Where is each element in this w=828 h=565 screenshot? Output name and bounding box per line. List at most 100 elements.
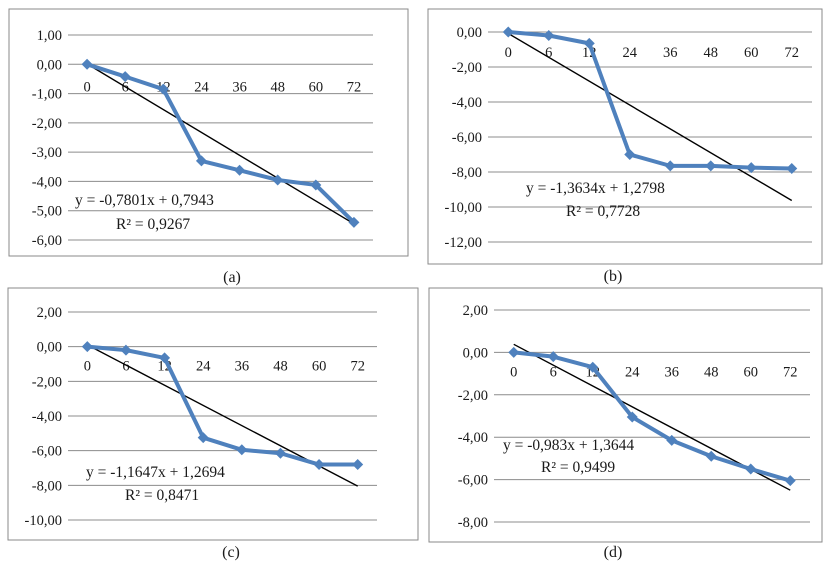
chart-c-y-tick-label: -2,00: [32, 374, 62, 390]
chart-d-x-tick-label: 36: [665, 364, 680, 380]
chart-d-trend-equation: y = -0,983x + 1,3644: [503, 437, 634, 454]
chart-d-series-line: [513, 350, 791, 483]
chart-c-x-tick-label: 36: [235, 359, 250, 375]
chart-d-y-tick-label: 2,00: [463, 303, 488, 319]
chart-a-y-tick-label: -3,00: [32, 145, 62, 161]
chart-b-data-point: [745, 162, 757, 174]
chart-c-data-point: [159, 352, 171, 364]
chart-b-data-point: [664, 160, 676, 172]
chart-b-trendline: [507, 32, 793, 202]
chart-c-data-point: [197, 432, 209, 444]
chart-a-series-line: [86, 62, 356, 224]
chart-a-data-point: [348, 216, 360, 228]
chart-d-x-tick-label: 24: [625, 364, 640, 380]
chart-a-x-tick-label: 60: [309, 79, 324, 95]
chart-c-x-tick-label: 48: [273, 359, 288, 375]
chart-c-y-tick-label: -4,00: [32, 409, 62, 425]
chart-b-x-tick-label: 6: [545, 45, 552, 61]
chart-panel-b: 0,00-2,00-4,00-6,00-8,00-10,00-12,000 6 12…: [427, 8, 823, 285]
chart-d-y-tick-label: -4,00: [458, 430, 488, 446]
chart-d-y-tick-label: -8,00: [458, 515, 488, 531]
chart-c-y-tick-label: -6,00: [32, 444, 62, 460]
chart-d-data-point: [626, 411, 638, 423]
chart-b-x-tick-label: 72: [785, 45, 800, 61]
chart-b-y-tick-label: -6,00: [452, 130, 482, 146]
chart-d-caption: (d): [604, 544, 623, 561]
chart-a-data-point: [310, 179, 322, 191]
chart-c-data-point: [274, 447, 286, 459]
chart-c-r-squared: R² = 0,8471: [125, 487, 199, 504]
chart-d-y-tick-label: 0,00: [463, 345, 488, 361]
chart-c-caption: (c): [222, 544, 240, 561]
chart-b-data-point: [502, 26, 514, 38]
chart-b-trend-equation: y = -1,3634x + 1,2798: [526, 180, 665, 197]
chart-b-data-point: [543, 30, 555, 41]
chart-a-data-point: [119, 71, 131, 83]
chart-a-caption: (a): [223, 269, 241, 286]
chart-a-x-tick-label: 72: [347, 79, 362, 95]
chart-a-data-point: [81, 58, 93, 70]
chart-a-frame: [8, 8, 409, 257]
chart-panel-c: 2,000,00-2,00-4,00-6,00-8,00-10,000 6 12 24…: [7, 287, 419, 561]
chart-b-y-tick-label: -8,00: [452, 165, 482, 181]
chart-panel-a: 1,00 0,00 -1,00 -2,00 -3,00 -4,00 -5,00 -6,00 0 6…: [8, 8, 409, 286]
chart-d-data-point: [666, 434, 678, 446]
chart-b-x-tick-label: 0: [505, 45, 512, 61]
chart-a-trend-equation: y = -0,7801x + 0,7943: [75, 192, 214, 209]
chart-b-y-tick-label: -4,00: [452, 95, 482, 111]
chart-b-x-tick-label: 60: [744, 45, 759, 61]
chart-c-data-point: [236, 444, 248, 456]
chart-c-x-tick-label: 0: [84, 359, 91, 375]
chart-d-x-tick-label: 72: [783, 364, 798, 380]
chart-panel-d: 2,000,00-2,00-4,00-6,00-8,00061224364860…: [428, 287, 823, 561]
chart-d-x-tick-label: 60: [744, 364, 759, 380]
chart-b-y-tick-label: 0,00: [457, 25, 482, 41]
chart-a-data-point: [272, 174, 284, 186]
chart-d-data-point: [508, 346, 520, 358]
chart-a-y-tick-label: -1,00: [32, 87, 62, 103]
chart-a-y-tick-label: 0,00: [37, 57, 62, 73]
chart-a-data-point: [234, 164, 246, 176]
chart-d-y-tick-label: -6,00: [458, 473, 488, 489]
chart-d-data-point: [705, 450, 717, 462]
chart-b-data-point: [786, 163, 798, 174]
chart-a-x-tick-label: 0: [83, 79, 90, 95]
chart-b-x-tick-label: 24: [623, 45, 638, 61]
chart-c-y-tick-label: 0,00: [37, 340, 62, 356]
chart-d-y-tick-label: -2,00: [458, 388, 488, 404]
chart-b-series-line: [508, 30, 792, 171]
chart-a-trendline: [86, 63, 355, 225]
chart-d-data-point: [547, 351, 559, 363]
chart-b-data-point: [583, 37, 595, 49]
chart-b-data-point: [705, 160, 717, 172]
chart-a-x-tick-label: 24: [194, 79, 209, 95]
chart-b-y-tick-label: -12,00: [445, 235, 482, 251]
chart-c-y-tick-label: -8,00: [32, 478, 62, 494]
chart-b-y-tick-label: -10,00: [445, 200, 482, 216]
chart-c-trend-equation: y = -1,1647x + 1,2694: [86, 464, 225, 481]
chart-c-y-tick-label: -10,00: [25, 513, 62, 529]
chart-c-data-point: [81, 341, 93, 353]
chart-a-y-tick-label: 1,00: [37, 28, 62, 44]
chart-c-data-point: [352, 459, 364, 471]
chart-d-x-tick-label: 6: [550, 364, 557, 380]
chart-c-data-point: [313, 459, 325, 471]
chart-a-data-point: [157, 83, 169, 95]
chart-d-r-squared: R² = 0,9499: [541, 459, 615, 476]
chart-c-x-tick-label: 6: [122, 359, 129, 375]
chart-d-frame: [428, 287, 823, 543]
chart-b-x-tick-label: 48: [704, 45, 719, 61]
chart-c-x-tick-label: 24: [196, 359, 211, 375]
chart-a-x-tick-label: 48: [270, 79, 285, 95]
chart-c-x-tick-label: 60: [312, 359, 327, 375]
chart-d-data-point: [745, 463, 757, 475]
chart-b-data-point: [624, 149, 636, 160]
chart-a-y-tick-label: -5,00: [32, 204, 62, 220]
chart-a-data-point: [195, 155, 207, 167]
chart-c-frame: [7, 287, 419, 541]
chart-b-r-squared: R² = 0,7728: [566, 203, 640, 220]
chart-a-x-tick-label: 36: [232, 79, 247, 95]
chart-c-series-line: [87, 344, 358, 467]
chart-a-r-squared: R² = 0,9267: [116, 216, 190, 233]
